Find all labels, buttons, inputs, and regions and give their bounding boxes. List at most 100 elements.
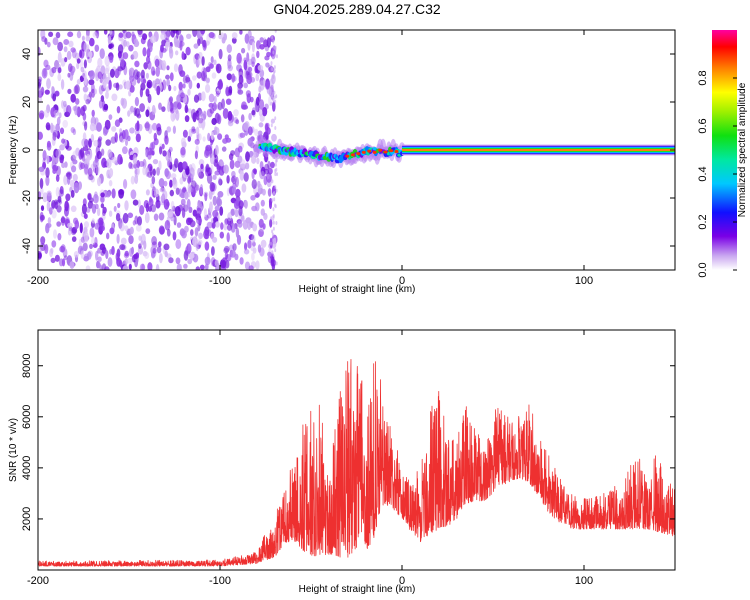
noise-blob [151,141,156,150]
noise-blob [103,30,108,35]
noise-blob [183,250,189,261]
noise-blob [187,244,192,252]
noise-blob [54,254,60,262]
noise-blob [248,265,254,270]
snr-panel: -200 -100 0 100 2000 4000 6000 8000 Height of … [8,329,676,595]
noise-blob [104,266,110,270]
noise-blob [143,62,148,70]
noise-blob [173,85,177,92]
noise-blob [170,110,176,122]
noise-blob [259,37,264,43]
noise-blob [55,165,61,177]
noise-blob [273,70,275,75]
noise-blob [151,150,155,156]
noise-blob [46,41,51,48]
noise-blob [232,243,237,252]
noise-blob [159,146,163,155]
noise-blob [192,186,196,197]
noise-blob [193,94,200,103]
noise-blob [240,114,245,123]
noise-blob [270,101,273,106]
noise-blob [100,203,105,209]
noise-blob [84,138,89,147]
noise-blob [214,154,219,164]
noise-blob [110,136,117,144]
noise-blob [255,73,260,82]
colorbar-tick-label: 0.6 [697,118,709,133]
noise-blob [218,33,223,40]
signal-track [253,136,405,169]
noise-blob [49,248,53,258]
noise-blob [262,223,266,230]
noise-blob [70,93,76,103]
noise-blob [66,145,72,151]
noise-blob [175,257,181,265]
noise-blob [235,176,239,188]
noise-blob [259,99,265,110]
noise-blob [46,78,51,90]
noise-blob [199,264,205,270]
y-tick-label: 20 [21,96,33,108]
noise-blob [276,54,278,59]
noise-blob [214,170,221,176]
noise-blob [241,101,247,110]
noise-blob [118,218,123,229]
noise-blob [239,257,244,265]
noise-blob [156,167,161,176]
noise-blob [102,210,106,217]
noise-blob [108,43,113,50]
noise-blob [155,264,160,270]
noise-blob [53,229,57,239]
noise-blob [214,259,219,267]
noise-blob [227,212,233,222]
noise-blob [142,47,147,57]
noise-blob [57,67,62,74]
noise-blob [200,70,206,82]
noise-blob [263,168,270,175]
noise-blob [276,172,278,177]
noise-blob [160,44,164,53]
noise-blob [271,179,274,184]
noise-blob [138,235,142,241]
noise-blob [67,31,74,38]
noise-blob [46,200,50,211]
noise-blob [186,33,192,39]
noise-blob [136,167,140,175]
noise-blob [243,248,250,255]
noise-blob [270,118,275,124]
noise-blob [59,154,64,164]
noise-blob [195,184,200,191]
noise-blob [243,122,249,131]
noise-blob [188,253,195,259]
noise-blob [153,189,160,197]
noise-blob [108,210,113,217]
noise-blob [181,230,187,239]
noise-blob [76,79,81,85]
noise-blob [160,32,167,41]
noise-blob [191,126,196,132]
noise-blob [237,84,242,94]
noise-blob [180,146,186,156]
noise-blob [99,48,105,59]
noise-blob [188,164,193,173]
noise-blob [93,88,97,95]
noise-blob [125,138,128,146]
noise-blob [176,263,182,270]
noise-blob [192,209,197,217]
noise-blob [165,74,170,80]
noise-blob [66,105,72,116]
noise-blob [51,86,55,92]
noise-blob [80,162,85,170]
noise-blob [89,123,96,132]
noise-blob [108,79,112,91]
noise-blob [114,68,120,79]
signal-peak [356,152,361,156]
noise-blob [212,174,217,180]
noise-blob [191,180,197,189]
noise-blob [260,239,267,248]
noise-blob [137,30,143,36]
noise-blob [172,231,177,241]
noise-blob [134,122,140,132]
noise-blob [117,44,124,54]
noise-blob [257,244,262,253]
